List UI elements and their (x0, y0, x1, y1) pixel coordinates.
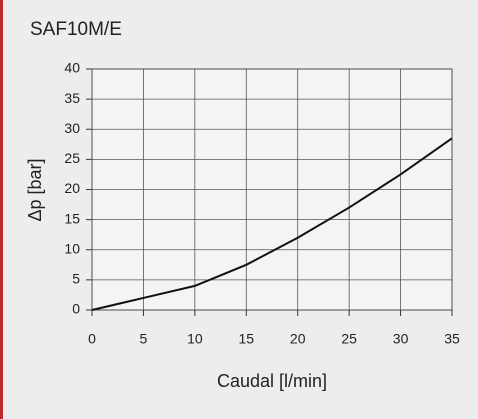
x-tick-label: 15 (238, 331, 254, 347)
x-tick-label: 10 (187, 331, 203, 347)
y-tick-label: 20 (64, 180, 80, 196)
y-axis-label: Δp [bar] (25, 158, 45, 221)
y-tick-label: 5 (72, 271, 80, 287)
x-tick-label: 0 (88, 331, 96, 347)
x-tick-label: 35 (444, 331, 460, 347)
y-tick-label: 0 (72, 301, 80, 317)
x-tick-label: 5 (140, 331, 148, 347)
x-axis-label: Caudal [l/min] (217, 371, 327, 391)
y-tick-label: 40 (64, 60, 80, 76)
x-tick-label: 30 (393, 331, 409, 347)
chart-title: SAF10M/E (30, 19, 122, 40)
y-tick-label: 35 (64, 90, 80, 106)
y-tick-label: 30 (64, 120, 80, 136)
x-tick-label: 25 (341, 331, 357, 347)
y-tick-label: 15 (64, 210, 80, 226)
y-tick-label: 10 (64, 240, 80, 256)
accent-border (0, 0, 3, 419)
y-tick-label: 25 (64, 150, 80, 166)
x-tick-label: 20 (290, 331, 306, 347)
data-line (91, 137, 453, 311)
